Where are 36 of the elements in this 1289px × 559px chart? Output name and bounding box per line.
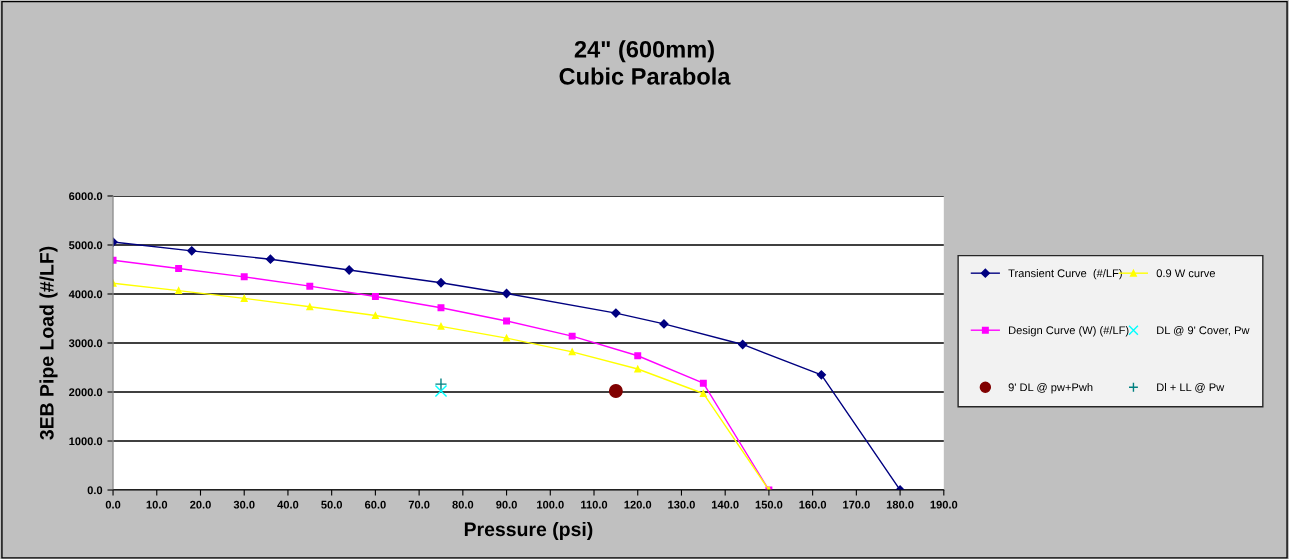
- x-tick-label: 40.0: [277, 500, 299, 509]
- y-axis-title: 3EB Pipe Load (#/LF): [39, 246, 58, 440]
- legend-label: Transient Curve (#/LF): [1008, 269, 1122, 280]
- y-tick-label: 0.0: [87, 486, 103, 495]
- x-axis-title: Pressure (psi): [464, 521, 593, 541]
- legend-label: Design Curve (W) (#/LF): [1009, 326, 1129, 337]
- x-tick-label: 70.0: [408, 500, 430, 509]
- x-tick-label: 30.0: [233, 500, 255, 509]
- y-tick-label: 2000.0: [69, 388, 103, 397]
- legend-label: 9' DL @ pw+Pwh: [1008, 383, 1093, 394]
- x-tick-label: 100.0: [537, 500, 564, 509]
- x-tick-label: 50.0: [321, 500, 343, 509]
- y-tick-label: 4000.0: [68, 290, 103, 299]
- x-tick-label: 170.0: [843, 500, 870, 509]
- x-tick-label: 190.0: [930, 500, 958, 509]
- legend-label: DL @ 9' Cover, Pw: [1157, 326, 1250, 336]
- x-tick-label: 140.0: [711, 500, 739, 509]
- x-tick-label: 130.0: [668, 500, 695, 509]
- x-tick-label: 20.0: [190, 500, 211, 509]
- x-tick-label: 90.0: [496, 500, 517, 509]
- x-tick-label: 0.0: [105, 500, 121, 509]
- legend-label: Dl + LL @ Pw: [1157, 383, 1225, 393]
- x-tick-label: 160.0: [799, 500, 827, 509]
- legend-label: 0.9 W curve: [1156, 269, 1216, 278]
- y-tick-label: 1000.0: [69, 437, 103, 446]
- x-tick-label: 10.0: [146, 500, 168, 509]
- y-tick-label: 3000.0: [68, 339, 103, 348]
- chart-title: 24" (600mm) Cubic Parabola: [559, 40, 731, 85]
- x-tick-label: 120.0: [624, 500, 652, 509]
- x-tick-label: 80.0: [452, 500, 474, 509]
- x-tick-label: 180.0: [886, 500, 914, 509]
- y-tick-label: 5000.0: [68, 241, 103, 250]
- x-tick-label: 60.0: [364, 500, 386, 509]
- y-tick-label: 6000.0: [69, 192, 103, 201]
- x-tick-label: 110.0: [581, 500, 608, 509]
- x-tick-label: 150.0: [755, 500, 783, 509]
